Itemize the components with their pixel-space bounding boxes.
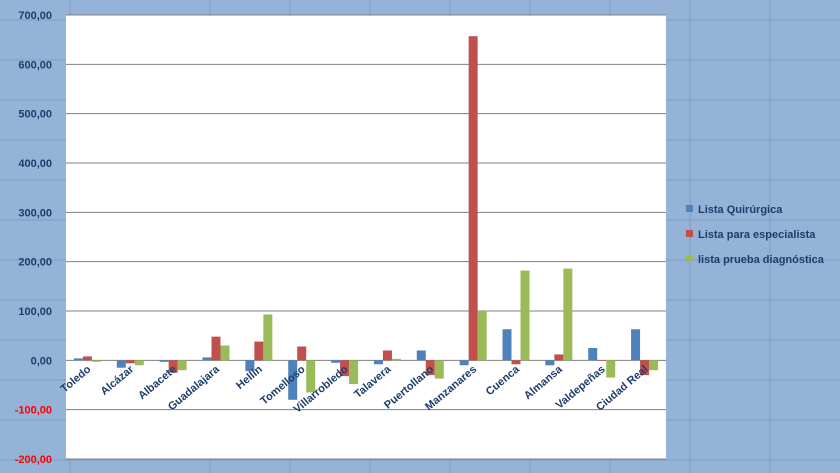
legend-swatch <box>686 255 693 262</box>
y-tick-label: 400,00 <box>18 158 52 170</box>
bar <box>416 350 426 361</box>
bar <box>520 270 530 361</box>
bar <box>477 311 487 361</box>
bar <box>554 354 564 361</box>
y-tick-label: -100,00 <box>15 405 52 417</box>
bar <box>211 336 221 361</box>
y-tick-label: 600,00 <box>18 59 52 71</box>
bar <box>254 341 264 361</box>
bar <box>382 350 392 361</box>
legend: Lista Quirúrgica Lista para especialista l… <box>686 204 825 266</box>
bar <box>459 360 469 366</box>
bar <box>306 360 316 393</box>
bar <box>563 268 573 361</box>
legend-label: Lista Quirúrgica <box>698 204 783 216</box>
bar <box>202 357 212 361</box>
bar <box>91 360 101 362</box>
bar <box>631 329 641 361</box>
y-tick-label: 100,00 <box>18 306 52 318</box>
bar <box>606 360 616 378</box>
bar <box>245 360 255 372</box>
y-axis-tick-labels: -200,00 -100,00 0,00 100,00 200,00 300,00 400,… <box>15 10 52 466</box>
plot-area <box>66 15 666 459</box>
bar <box>125 360 135 364</box>
y-tick-label: 0,00 <box>31 355 52 367</box>
bar <box>502 329 512 361</box>
legend-swatch <box>686 230 693 237</box>
y-tick-label: 300,00 <box>18 207 52 219</box>
bar <box>220 345 230 361</box>
y-tick-label: 700,00 <box>18 10 52 22</box>
bar <box>545 360 555 366</box>
bar <box>340 360 350 377</box>
bar <box>263 314 273 361</box>
legend-swatch <box>686 205 693 212</box>
bars <box>73 36 659 400</box>
bar <box>331 360 341 363</box>
legend-label: lista prueba diagnóstica <box>698 254 825 266</box>
bar <box>373 360 383 365</box>
bar <box>82 356 92 361</box>
bar <box>116 360 126 368</box>
bar <box>288 360 298 400</box>
bar <box>640 360 650 376</box>
bar <box>468 36 478 361</box>
legend-label: Lista para especialista <box>698 229 816 241</box>
bar <box>425 360 435 376</box>
bar <box>511 360 521 365</box>
bar <box>588 348 598 361</box>
y-tick-label: 200,00 <box>18 257 52 269</box>
bar <box>391 358 401 361</box>
bar <box>177 360 187 371</box>
y-tick-label: 500,00 <box>18 109 52 121</box>
bar <box>134 360 144 366</box>
y-tick-label: -200,00 <box>15 454 52 466</box>
bar <box>434 360 444 379</box>
bar <box>349 360 359 385</box>
bar <box>597 360 607 361</box>
bar <box>297 346 307 361</box>
bar <box>168 360 178 373</box>
bar <box>73 358 83 361</box>
bar <box>159 360 169 362</box>
bar <box>649 360 659 371</box>
